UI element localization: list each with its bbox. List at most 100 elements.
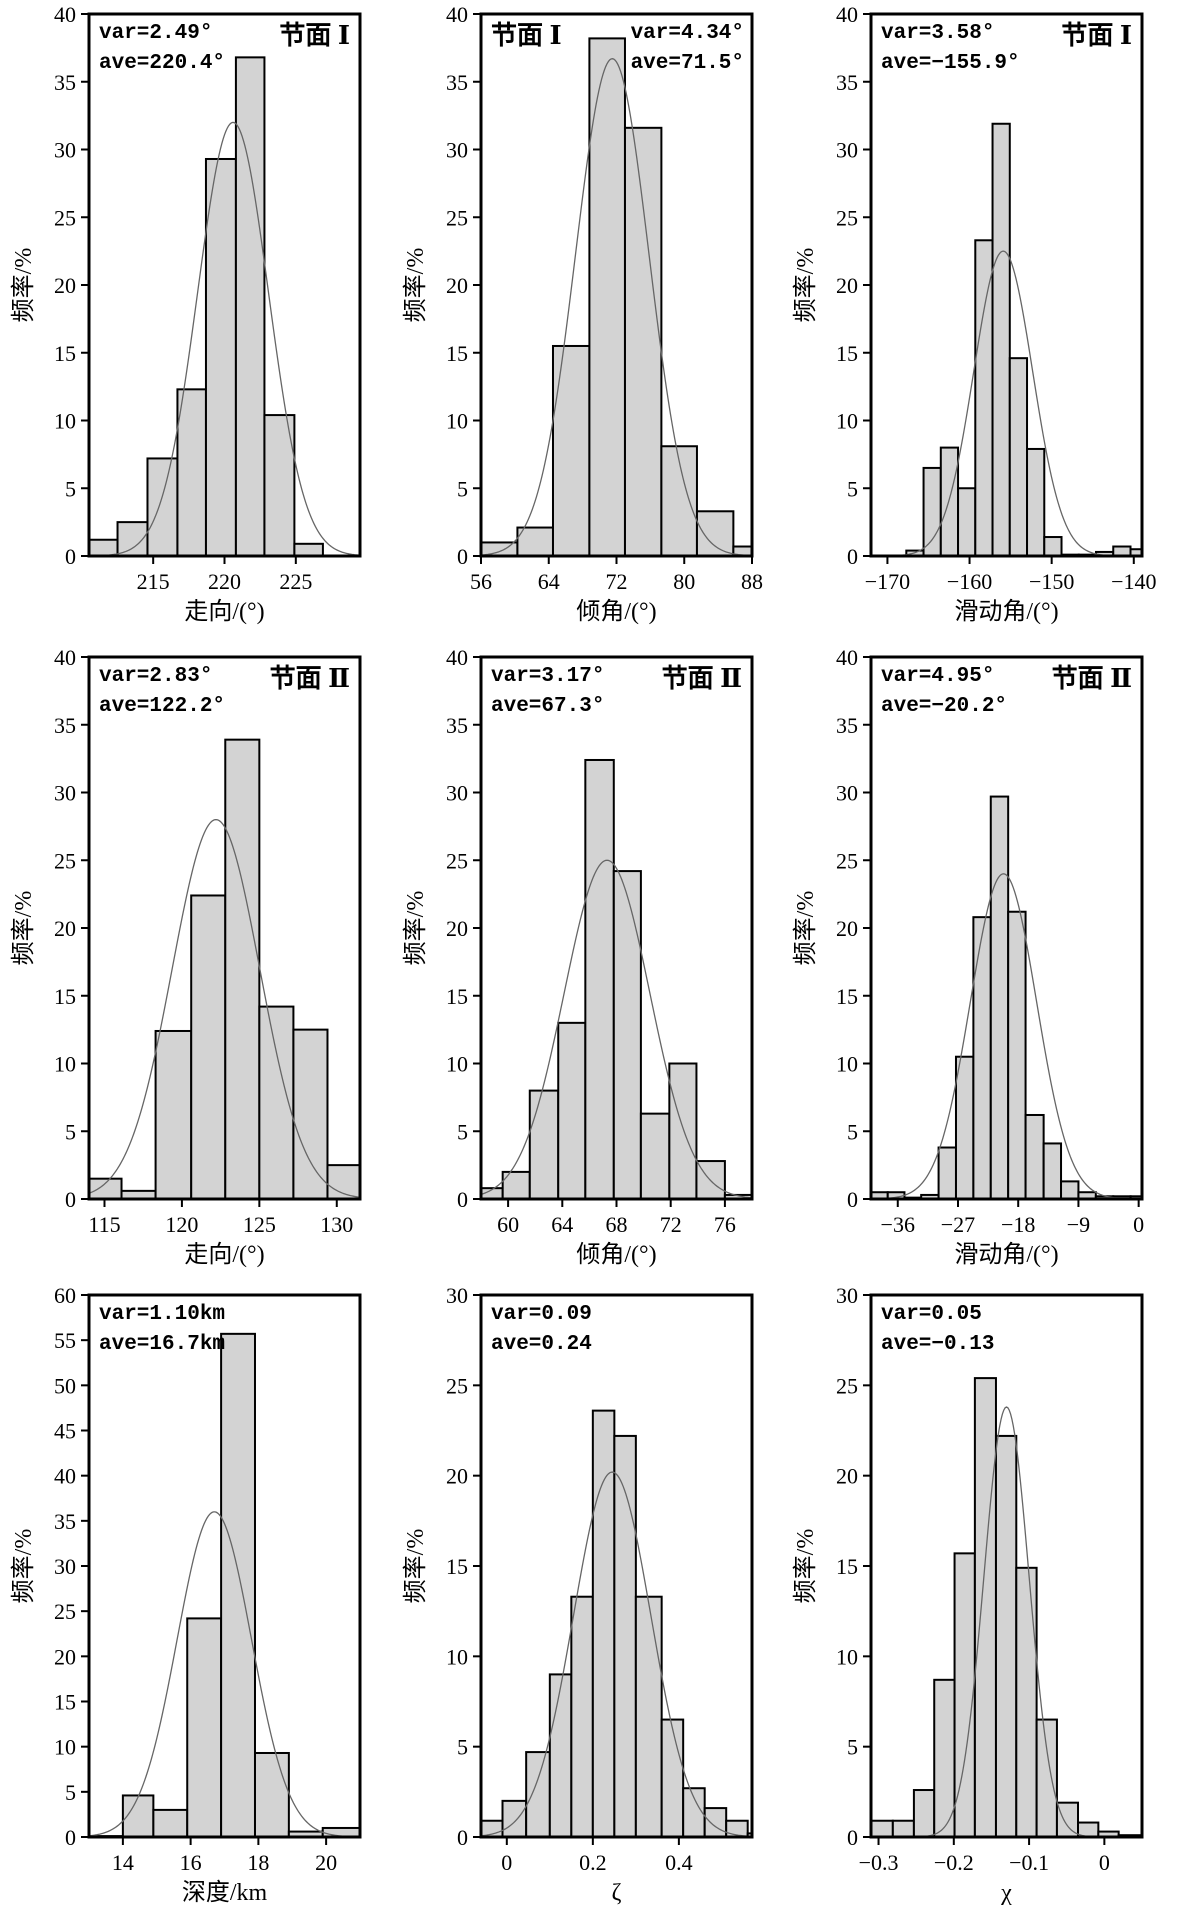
x-tick-label: 130 (320, 1212, 353, 1237)
y-tick-label: 40 (836, 645, 858, 670)
histogram-bar (639, 1112, 671, 1199)
y-tick-label: 50 (54, 1373, 76, 1398)
histogram-bar (89, 1177, 123, 1199)
histogram-bar (557, 1021, 587, 1199)
y-tick-label: 35 (836, 713, 858, 738)
y-tick-label: 25 (836, 848, 858, 873)
average-label: ave=220.4° (99, 52, 225, 75)
x-axis-label: ζ (612, 1880, 622, 1906)
y-tick-label: 15 (54, 984, 76, 1009)
plot-area (89, 1332, 360, 1837)
x-tick-label: 72 (660, 1212, 682, 1237)
y-tick-label: 0 (847, 1187, 858, 1212)
histogram-bar (591, 1409, 616, 1837)
y-tick-label: 20 (836, 1464, 858, 1489)
histogram-bar (660, 1718, 685, 1837)
normal-fit-curve (89, 1511, 360, 1837)
histogram-bar (939, 446, 960, 556)
normal-fit-curve (89, 121, 360, 556)
y-axis-label: 频率/% (402, 1529, 429, 1604)
variance-label: var=3.58° (881, 22, 994, 45)
histogram-bar (1015, 1566, 1038, 1837)
histogram-bar (746, 1832, 752, 1837)
histogram-bar (891, 1819, 915, 1837)
normal-fit-curve (89, 818, 360, 1198)
x-tick-label: 20 (315, 1850, 337, 1875)
y-tick-label: 20 (54, 273, 76, 298)
x-tick-label: 0.4 (665, 1850, 693, 1875)
y-tick-label: 20 (54, 1644, 76, 1669)
x-tick-label: 64 (551, 1212, 573, 1237)
histogram-bar (146, 457, 179, 556)
y-tick-label: 25 (446, 1373, 468, 1398)
histogram-bar (584, 758, 615, 1199)
x-tick-label: −36 (881, 1212, 915, 1237)
plot-area (481, 758, 752, 1199)
nodal-plane-title: 节面 Ⅰ (1061, 21, 1132, 50)
y-tick-label: 15 (836, 341, 858, 366)
y-tick-label: 15 (446, 1554, 468, 1579)
histogram-bar (972, 916, 992, 1199)
plot-area (871, 795, 1142, 1199)
histogram-bar (922, 466, 942, 556)
x-axis-label: 深度/km (182, 1879, 268, 1906)
histogram-bar (634, 1595, 663, 1837)
x-axis-label: 走向/(°) (184, 1241, 264, 1268)
x-tick-label: −150 (1029, 569, 1074, 594)
variance-label: var=2.83° (99, 665, 212, 688)
x-axis-label: 滑动角/(°) (954, 1241, 1058, 1268)
nodal-plane-title: 节面 Ⅰ (491, 21, 562, 50)
y-tick-label: 25 (54, 848, 76, 873)
x-tick-label: −170 (865, 569, 910, 594)
average-label: ave=−155.9° (881, 52, 1020, 75)
nodal-plane-title: 节面 Ⅱ (1052, 664, 1132, 693)
y-tick-label: 10 (836, 1644, 858, 1669)
y-tick-label: 5 (847, 1735, 858, 1760)
histogram-bar (973, 1377, 997, 1837)
x-tick-label: 120 (165, 1212, 198, 1237)
average-label: ave=−0.13 (881, 1333, 994, 1356)
x-tick-label: 220 (208, 569, 241, 594)
histogram-bar (204, 157, 237, 556)
y-tick-label: 25 (54, 205, 76, 230)
nodal-plane-title: 节面 Ⅰ (279, 21, 350, 50)
histogram-bar (994, 1434, 1018, 1837)
histogram-bar (176, 388, 207, 556)
x-axis-label: χ (1000, 1880, 1012, 1906)
y-axis-label: 频率/% (402, 891, 429, 966)
y-tick-label: 30 (54, 138, 76, 163)
y-axis-label: 频率/% (792, 1529, 819, 1604)
x-tick-label: 68 (606, 1212, 628, 1237)
histogram-bar (1060, 1180, 1080, 1199)
average-label: ave=0.24 (491, 1333, 592, 1356)
histogram-bar (957, 487, 977, 556)
histogram-bar (258, 1005, 295, 1199)
y-tick-label: 30 (836, 781, 858, 806)
histogram-bar (548, 1673, 573, 1837)
histogram-bar (668, 1062, 698, 1199)
variance-label: var=0.09 (491, 1303, 592, 1326)
y-tick-label: 35 (54, 1509, 76, 1534)
y-tick-label: 25 (446, 205, 468, 230)
histogram-panel-h: 0 5 10 15 20 25 30 0 0.2 0.4 ζ 频率/% var=0.09 ave=0.24 (402, 1283, 754, 1906)
y-tick-label: 10 (446, 409, 468, 434)
y-tick-label: 5 (847, 1119, 858, 1144)
histogram-bar (293, 542, 324, 556)
variance-label: var=3.17° (491, 665, 604, 688)
x-tick-label: 0 (1133, 1212, 1144, 1237)
plot-area (89, 56, 360, 556)
histogram-bar (525, 1751, 551, 1837)
y-tick-label: 5 (65, 476, 76, 501)
y-tick-label: 15 (54, 341, 76, 366)
x-tick-label: 115 (88, 1212, 120, 1237)
y-tick-label: 10 (836, 1052, 858, 1077)
histogram-bar (220, 1332, 256, 1837)
x-tick-label: −18 (1001, 1212, 1035, 1237)
y-tick-label: 30 (446, 1283, 468, 1308)
y-tick-label: 0 (65, 1825, 76, 1850)
histogram-bar (612, 870, 642, 1199)
y-tick-label: 35 (836, 70, 858, 95)
histogram-bar (871, 1819, 894, 1837)
y-tick-label: 0 (847, 1825, 858, 1850)
histogram-panel-c: 0 5 10 15 20 25 30 35 40 −170 −160 −150 −140 滑动角/(°) 频… (792, 2, 1156, 625)
